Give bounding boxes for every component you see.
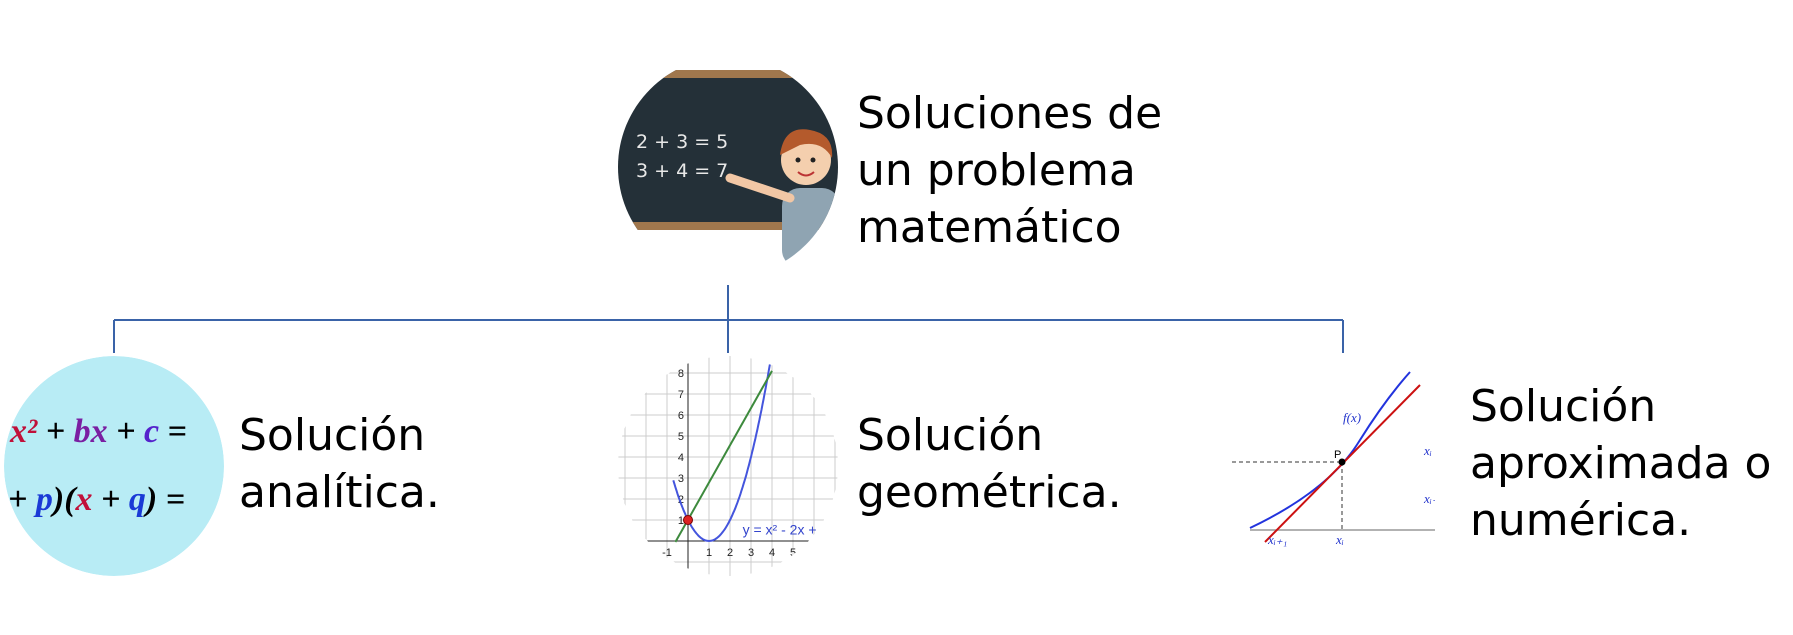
branch-label: Solución xyxy=(857,410,1043,461)
board-text: 3 + 4 = 7 xyxy=(636,160,728,182)
term: + xyxy=(93,481,129,518)
x-tick-label: 4 xyxy=(769,547,775,559)
branch-label: Solución xyxy=(239,410,425,461)
branch-label: Solución xyxy=(1470,381,1656,432)
y-tick-label: 8 xyxy=(678,368,684,380)
root-label: Soluciones de xyxy=(857,88,1162,139)
term: x xyxy=(75,481,93,518)
side-label: xᵢ₊ xyxy=(1423,491,1439,506)
board-text: 2 + 3 = 5 xyxy=(636,131,728,153)
formula: + p)(x + q) = xyxy=(8,481,185,518)
formula: x² + bx + c = xyxy=(9,413,187,450)
y-tick-label: 2 xyxy=(678,494,684,506)
y-tick-label: 6 xyxy=(678,410,684,422)
newton-picture: f(x) P xᵢ xᵢ₊₁ xᵢ − xᵢ₊ xyxy=(1232,371,1444,547)
term: + xyxy=(37,413,73,450)
axis-label: xᵢ xyxy=(1335,532,1344,547)
x-tick-label: 1 xyxy=(706,547,712,559)
point-label: P xyxy=(1334,449,1341,461)
term: ) = xyxy=(143,481,185,518)
intersection xyxy=(683,515,693,525)
term: p xyxy=(33,481,53,518)
term: + xyxy=(108,413,144,450)
graph-picture: 1 2 3 4 5 6 7 8 -1 1 2 3 4 5 y = x² - 2x + xyxy=(618,356,838,576)
branch-label: geométrica. xyxy=(857,467,1122,518)
y-tick-label: 4 xyxy=(678,452,684,464)
connector xyxy=(113,285,1344,353)
line-graph xyxy=(674,370,773,543)
term: )( xyxy=(50,481,78,518)
y-tick-label: 1 xyxy=(678,515,684,527)
term: bx xyxy=(74,413,108,450)
y-tick-label: 5 xyxy=(678,431,684,443)
x-tick-label: -1 xyxy=(662,547,672,559)
term: = xyxy=(159,413,187,450)
curve-label: f(x) xyxy=(1343,410,1361,425)
root-label: un problema xyxy=(857,145,1136,196)
teacher-picture: 2 + 3 = 5 3 + 4 = 7 xyxy=(618,60,838,277)
y-tick-label: 3 xyxy=(678,473,684,485)
term: + xyxy=(8,481,36,518)
graph-label: y = x² - 2x + xyxy=(743,522,817,538)
branch-label: aproximada o xyxy=(1470,438,1771,489)
formula-picture: x² + bx + c = + p)(x + q) = xyxy=(4,356,224,576)
x-tick-label: 2 xyxy=(727,547,733,559)
root-label: matemático xyxy=(857,202,1122,253)
x-tick-label: 5 xyxy=(790,547,796,559)
x-tick-label: 3 xyxy=(748,547,754,559)
term: x² xyxy=(9,413,38,450)
term: q xyxy=(129,481,146,518)
branch-label: analítica. xyxy=(239,467,440,518)
side-label: xᵢ − xyxy=(1423,443,1444,458)
branch-label: numérica. xyxy=(1470,495,1691,546)
term: c xyxy=(144,413,159,450)
y-tick-label: 7 xyxy=(678,389,684,401)
axis-label: xᵢ₊₁ xyxy=(1267,532,1287,547)
